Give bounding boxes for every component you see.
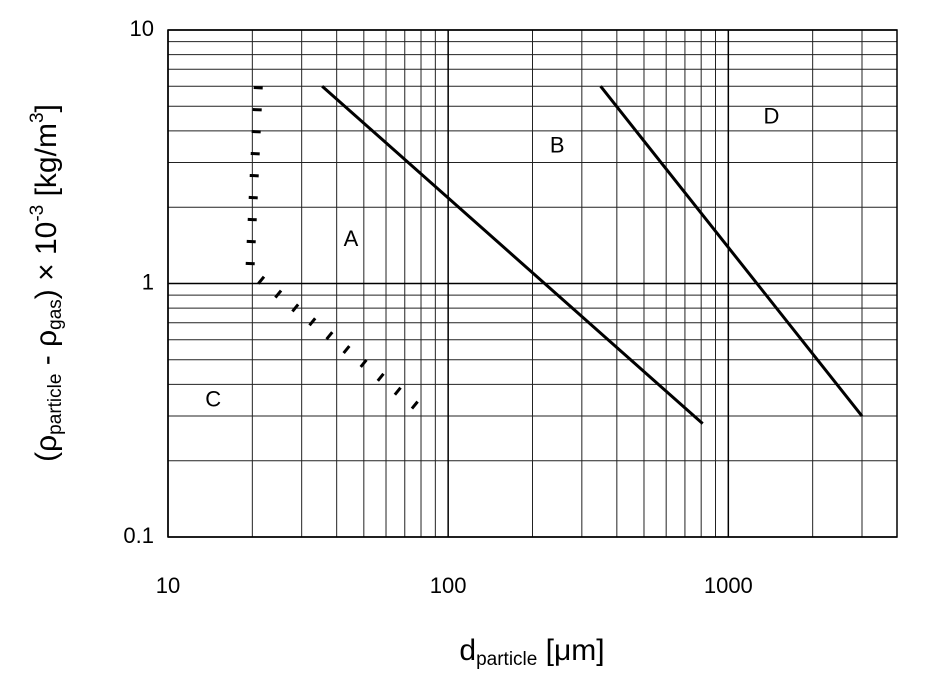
plot-frame bbox=[167, 29, 898, 538]
y-axis-label: (ρparticle - ρgas) × 10-3 [kg/m3] bbox=[27, 104, 66, 462]
series-line bbox=[599, 85, 864, 417]
annotation: C bbox=[205, 386, 221, 411]
annotation: D bbox=[763, 104, 779, 129]
y-tick-label: 10 bbox=[130, 16, 154, 41]
x-tick-label: 100 bbox=[430, 573, 467, 598]
x-tick-label: 1000 bbox=[704, 573, 753, 598]
series-line bbox=[321, 85, 704, 425]
y-tick-label: 0.1 bbox=[123, 523, 154, 548]
series-line bbox=[245, 86, 423, 413]
annotation: B bbox=[550, 132, 565, 157]
y-tick-label: 1 bbox=[142, 269, 154, 294]
x-axis-label: dparticle [μm] bbox=[459, 634, 604, 670]
x-tick-label: 10 bbox=[156, 573, 180, 598]
annotation: A bbox=[344, 226, 359, 251]
